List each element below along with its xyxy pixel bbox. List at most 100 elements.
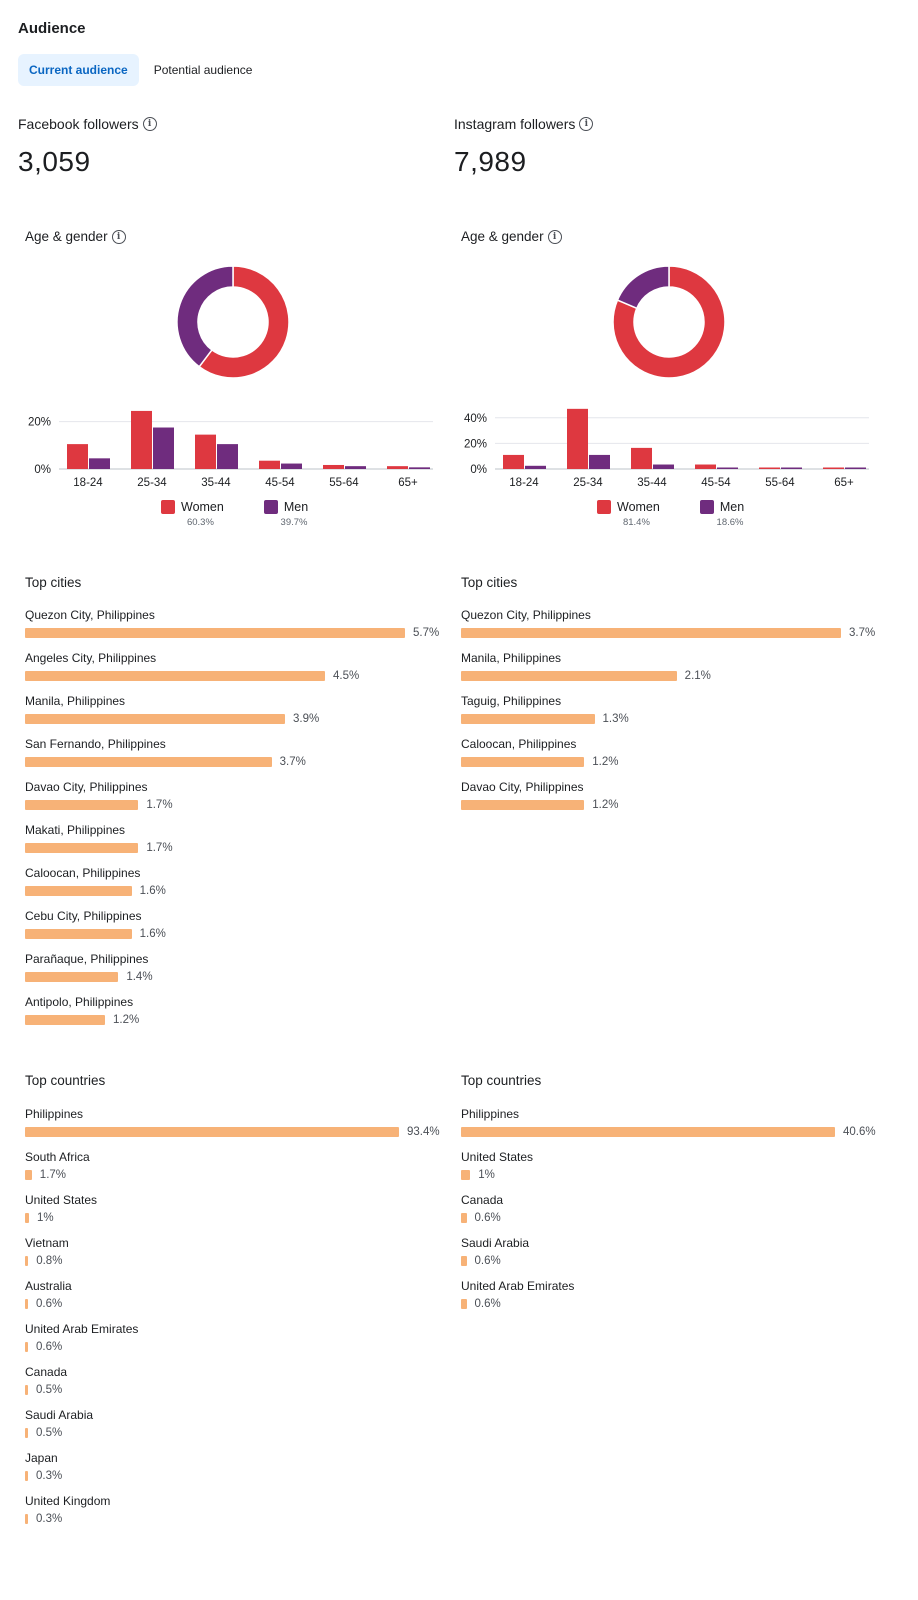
list-item-name: Philippines: [25, 1107, 84, 1121]
list-item: Saudi Arabia 0.5%: [25, 1407, 439, 1450]
list-item-bar: [25, 1342, 28, 1352]
list-item: Canada 0.6%: [461, 1192, 875, 1235]
list-item-name: Parañaque, Philippines: [25, 952, 149, 966]
list-item: Caloocan, Philippines 1.2%: [461, 736, 875, 779]
list-item-name: Canada: [461, 1193, 504, 1207]
list-item-bar: [25, 1015, 105, 1025]
list-item-bar: [25, 757, 272, 767]
list-item-pct: 0.8%: [36, 1255, 63, 1267]
info-icon[interactable]: i: [547, 229, 562, 244]
list-item-bar: [25, 929, 132, 939]
bar-men-65+[interactable]: [409, 467, 430, 469]
list-item-name: Makati, Philippines: [25, 823, 126, 837]
list-item-bar: [25, 1514, 28, 1524]
bar-women-18-24[interactable]: [503, 454, 524, 469]
list-item-bar: [461, 714, 595, 724]
list-item: Cebu City, Philippines 1.6%: [25, 908, 439, 951]
x-tick-label: 65+: [834, 477, 854, 489]
info-icon[interactable]: i: [111, 229, 126, 244]
list-item-name: Quezon City, Philippines: [25, 608, 155, 622]
list-item-name: Taguig, Philippines: [461, 694, 562, 708]
legend-men-label: Men: [719, 500, 745, 514]
facebook-followers-label: Facebook followers: [18, 116, 139, 132]
list-item-pct: 3.7%: [279, 756, 306, 768]
list-item-bar: [25, 1428, 28, 1438]
bar-men-18-24[interactable]: [89, 458, 110, 469]
bar-men-18-24[interactable]: [525, 465, 546, 469]
list-item-bar: [25, 972, 119, 982]
list-item: Manila, Philippines 3.9%: [25, 693, 439, 736]
donut-slice-women[interactable]: [612, 265, 726, 379]
legend-men-pct: 39.7%: [280, 517, 308, 528]
bar-women-65+[interactable]: [387, 466, 408, 469]
bar-women-65+[interactable]: [823, 467, 844, 470]
facebook-panel: Age & gender i 0% 20% 18-24 25-34 35-44 45-54…: [25, 0, 440, 1600]
bar-women-25-34[interactable]: [567, 408, 588, 469]
women-swatch: [597, 500, 611, 514]
instagram-panel: Age & gender i 0% 20% 40% 18-24 25-34 35-44 45…: [461, 0, 876, 1600]
bar-men-55-64[interactable]: [345, 466, 366, 469]
bar-men-45-54[interactable]: [717, 467, 738, 470]
list-item-pct: 0.6%: [474, 1212, 501, 1224]
list-item-name: South Africa: [25, 1150, 90, 1164]
bar-women-55-64[interactable]: [323, 464, 344, 469]
bar-women-55-64[interactable]: [759, 467, 780, 470]
list-item-bar: [461, 628, 841, 638]
bar-women-35-44[interactable]: [631, 447, 652, 469]
gender-legend: Women 81.4% Men 18.6%: [597, 500, 744, 528]
list-item: Parañaque, Philippines 1.4%: [25, 951, 439, 994]
bar-women-35-44[interactable]: [195, 434, 216, 469]
list-item: Philippines 40.6%: [461, 1106, 876, 1149]
bar-men-35-44[interactable]: [653, 464, 674, 469]
bar-men-25-34[interactable]: [589, 454, 610, 469]
info-icon[interactable]: i: [142, 117, 157, 131]
top-cities-title: Top cities: [461, 575, 518, 590]
y-tick-label: 0%: [470, 464, 487, 476]
bar-men-45-54[interactable]: [281, 463, 302, 469]
list-item: Angeles City, Philippines 4.5%: [25, 650, 439, 693]
list-item-pct: 0.5%: [36, 1427, 63, 1439]
list-item-pct: 40.6%: [843, 1126, 876, 1138]
bar-women-25-34[interactable]: [131, 410, 152, 469]
legend-women-pct: 60.3%: [186, 517, 214, 528]
y-tick-label: 20%: [28, 417, 51, 429]
list-item-name: Philippines: [461, 1107, 520, 1121]
list-item-pct: 3.7%: [849, 627, 876, 639]
donut-slice-men[interactable]: [616, 265, 670, 310]
list-item-name: Quezon City, Philippines: [461, 608, 591, 622]
bar-men-65+[interactable]: [845, 467, 866, 470]
list-item-pct: 1.7%: [146, 799, 173, 811]
audience-tabs: Current audience Potential audience: [18, 54, 263, 86]
donut-slice-men[interactable]: [176, 265, 234, 368]
info-icon[interactable]: i: [579, 117, 594, 131]
page-title: Audience: [18, 20, 86, 37]
list-item: Quezon City, Philippines 3.7%: [461, 607, 875, 650]
x-tick-label: 45-54: [265, 477, 295, 489]
bar-women-45-54[interactable]: [695, 464, 716, 469]
legend-women-pct: 81.4%: [622, 517, 650, 528]
women-swatch: [161, 500, 175, 514]
x-tick-label: 55-64: [329, 477, 359, 489]
bar-men-55-64[interactable]: [781, 467, 802, 470]
list-item-bar: [25, 714, 285, 724]
x-tick-label: 35-44: [637, 477, 667, 489]
list-item: Quezon City, Philippines 5.7%: [25, 607, 439, 650]
list-item-bar: [25, 628, 405, 638]
bar-women-45-54[interactable]: [259, 460, 280, 469]
instagram-followers-value: 7,989: [454, 146, 527, 177]
legend-women-label: Women: [617, 500, 660, 514]
tab-potential-audience[interactable]: Potential audience: [153, 63, 253, 77]
list-item-bar: [25, 1299, 28, 1309]
bar-men-35-44[interactable]: [217, 444, 238, 469]
list-item-pct: 1%: [478, 1169, 495, 1181]
x-tick-label: 55-64: [765, 477, 795, 489]
list-item-name: United Kingdom: [25, 1494, 111, 1508]
list-item: Davao City, Philippines 1.2%: [461, 779, 875, 822]
list-item: Taguig, Philippines 1.3%: [461, 693, 875, 736]
tab-current-audience[interactable]: Current audience: [18, 54, 139, 86]
bar-men-25-34[interactable]: [153, 427, 174, 469]
age-gender-bar-chart: 0% 20% 40% 18-24 25-34 35-44 45-54 55-64 65+: [464, 408, 869, 489]
donut-slice-women[interactable]: [198, 265, 290, 379]
bar-women-18-24[interactable]: [67, 444, 88, 469]
list-item-bar: [25, 1471, 28, 1481]
